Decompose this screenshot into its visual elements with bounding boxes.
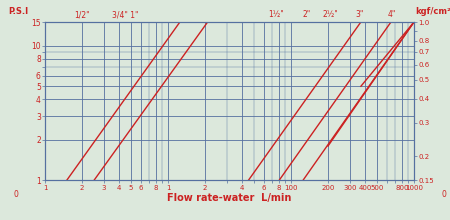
Text: 0: 0 <box>441 190 446 199</box>
Text: 0: 0 <box>13 190 18 199</box>
Text: 2½": 2½" <box>323 10 338 19</box>
Text: 4": 4" <box>387 10 396 19</box>
Text: 1½": 1½" <box>268 10 284 19</box>
Text: 3": 3" <box>355 10 364 19</box>
X-axis label: Flow rate-water  L/min: Flow rate-water L/min <box>167 193 292 203</box>
Text: 1/2": 1/2" <box>74 10 90 19</box>
Text: kgf/cm²: kgf/cm² <box>415 7 450 16</box>
Text: 3/4" 1": 3/4" 1" <box>112 10 139 19</box>
Text: 2": 2" <box>303 10 311 19</box>
Text: P.S.I: P.S.I <box>8 7 28 16</box>
